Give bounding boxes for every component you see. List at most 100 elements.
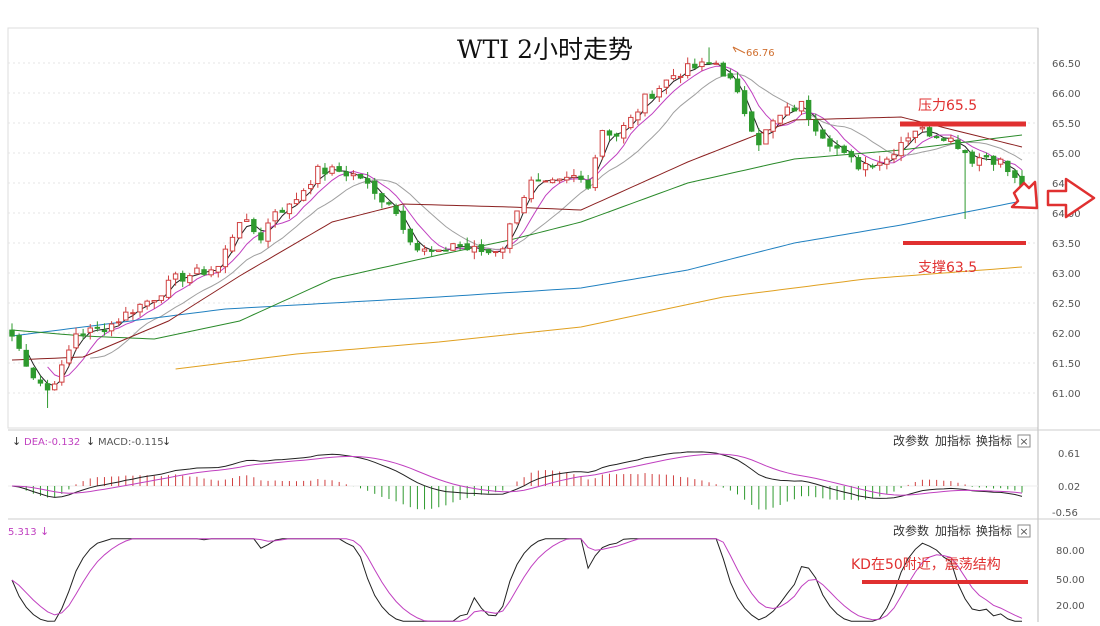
candle-body [599, 130, 606, 157]
candle-body [144, 300, 150, 307]
kd-add-indicator-button[interactable]: 加指标 [935, 523, 971, 538]
kd-tick-top: 80.00 [1056, 546, 1085, 557]
price-tick-label: 66.00 [1052, 89, 1081, 100]
candle-body [194, 267, 200, 275]
candle-body [933, 136, 940, 139]
kd-tick-mid: 50.00 [1056, 575, 1085, 586]
candle-body [315, 165, 321, 185]
macd-dif-line [11, 451, 1023, 499]
kd-close-button[interactable]: × [1017, 524, 1031, 538]
high-marker-pointer [732, 46, 746, 54]
candle [521, 195, 527, 214]
candle-body [855, 157, 862, 170]
candle-body [73, 333, 79, 349]
candle [94, 321, 101, 332]
candle-body [507, 223, 513, 249]
candle-body [421, 248, 428, 252]
candle-body [222, 248, 229, 268]
candle-body [265, 222, 271, 242]
candle-body [179, 272, 186, 282]
candle-body [485, 249, 492, 254]
candle-body [165, 279, 172, 298]
price-tick-label: 63.00 [1052, 269, 1081, 280]
candle-body [649, 93, 655, 99]
candle-body [827, 138, 833, 147]
candle [336, 162, 342, 173]
candle [784, 102, 790, 116]
candle [556, 178, 563, 184]
candle-body [848, 151, 855, 158]
kd-close-box[interactable] [1017, 524, 1031, 538]
candle [571, 169, 577, 183]
candle [827, 135, 833, 152]
candle-body [322, 167, 328, 175]
candle [16, 333, 22, 351]
macd-change-params-button[interactable]: 改参数 [893, 433, 929, 448]
candle [87, 324, 93, 340]
kd-close-icon[interactable]: × [1019, 525, 1028, 538]
candle [670, 68, 677, 81]
candle [763, 129, 769, 145]
kd-annotation-label: KD在50附近，震荡结构 [851, 557, 1001, 573]
candle [73, 327, 79, 351]
candle-body [877, 162, 883, 166]
candle-body [713, 62, 719, 65]
candle [478, 239, 485, 256]
candle [620, 122, 627, 144]
macd-close-button[interactable]: × [1017, 434, 1031, 448]
macd-legend: ↓ DEA:-0.132 ↓ MACD:-0.115 ↓ [12, 435, 171, 448]
candle [172, 271, 179, 286]
candle-body [684, 63, 691, 77]
candle [997, 157, 1004, 168]
macd-close-icon[interactable]: × [1019, 435, 1028, 448]
candle [855, 154, 862, 171]
candle-body [941, 138, 947, 141]
candle-body [357, 173, 364, 179]
candle [343, 165, 350, 182]
candle-body [620, 124, 627, 139]
candle [898, 136, 904, 162]
candle [926, 124, 933, 137]
macd-close-box[interactable] [1017, 434, 1031, 448]
kd-switch-indicator-button[interactable]: 换指标 [976, 523, 1012, 538]
candle [37, 375, 44, 387]
chart-title: WTI 2小时走势 [457, 35, 633, 64]
kd-change-params-button[interactable]: 改参数 [893, 523, 929, 538]
candle-body [592, 157, 598, 189]
candle [244, 213, 250, 222]
candle-body [521, 196, 527, 214]
candle-body [300, 190, 307, 201]
macd-switch-indicator-button[interactable]: 换指标 [976, 433, 1012, 448]
candle-body [115, 321, 122, 324]
price-tick-label: 62.00 [1052, 329, 1081, 340]
candle [293, 192, 300, 206]
candle-body [258, 232, 264, 241]
macd-add-indicator-button[interactable]: 加指标 [935, 433, 971, 448]
candle [428, 246, 435, 257]
candle-body [514, 210, 520, 224]
candle [115, 318, 122, 326]
candle-body [670, 75, 677, 80]
price-tick-label: 61.00 [1052, 389, 1081, 400]
candle [791, 104, 798, 112]
candle [699, 57, 705, 71]
candle-body [59, 364, 65, 383]
candle-body [784, 106, 790, 116]
candle-body [727, 73, 734, 79]
candle [542, 180, 549, 183]
candle-body [400, 210, 406, 230]
price-tick-label: 66.50 [1052, 59, 1081, 70]
kd-arrow-icon: ↓ [40, 525, 49, 538]
candle [628, 114, 634, 130]
candle-body [123, 311, 129, 321]
candle-body [556, 178, 563, 182]
candle [749, 111, 755, 133]
candle-body [905, 137, 911, 142]
candle-body [471, 245, 478, 253]
candle [585, 174, 591, 190]
candle-body [9, 329, 15, 337]
macd-tick-mid: 0.02 [1058, 482, 1080, 493]
candle [663, 79, 670, 95]
candle-body [777, 114, 783, 124]
